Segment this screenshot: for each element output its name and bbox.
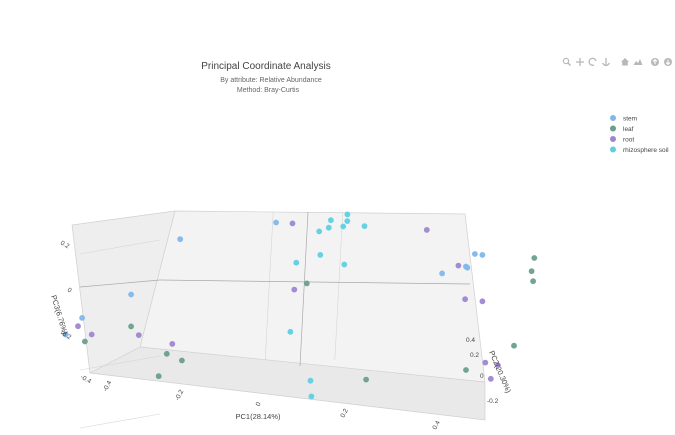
data-point-stem-1[interactable] <box>273 219 279 226</box>
zoom-in-icon[interactable] <box>651 58 659 66</box>
left-wall <box>72 211 175 373</box>
zoom-icon[interactable] <box>562 57 571 66</box>
data-point-stem-0[interactable] <box>177 236 184 243</box>
data-point-rhizosphere-soil-5[interactable] <box>344 211 351 218</box>
data-point-rhizosphere-soil-8[interactable] <box>317 252 324 258</box>
z-tick-label: -0.2 <box>59 330 73 342</box>
legend-label: leaf <box>623 126 634 133</box>
z-tick-label: 0 <box>66 287 73 295</box>
data-point-rhizosphere-soil-11[interactable] <box>307 377 314 384</box>
data-point-root-11[interactable] <box>494 362 501 368</box>
data-point-root-6[interactable] <box>423 227 430 233</box>
data-point-root-0[interactable] <box>75 323 81 330</box>
pan-icon[interactable] <box>576 58 584 66</box>
data-point-leaf-4[interactable] <box>179 357 185 364</box>
data-point-root-4[interactable] <box>289 220 296 227</box>
x-tick-label: -0.4 <box>102 379 114 393</box>
data-point-leaf-5[interactable] <box>303 280 310 287</box>
data-point-leaf-6[interactable] <box>363 376 369 383</box>
x-axis-title: PC1(28.14%) <box>235 412 281 421</box>
z-tick-label: -0.4 <box>79 374 93 386</box>
data-point-leaf-7[interactable] <box>463 367 469 373</box>
data-point-rhizosphere-soil-1[interactable] <box>325 224 332 231</box>
gridlines <box>79 211 344 429</box>
data-point-leaf-10[interactable] <box>528 268 535 275</box>
data-point-leaf-1[interactable] <box>128 323 135 330</box>
data-point-leaf-3[interactable] <box>155 373 162 380</box>
box-edges <box>71 210 486 421</box>
data-point-rhizosphere-soil-4[interactable] <box>328 217 334 224</box>
y-tick-label: 0 <box>480 373 484 380</box>
y-tick-label: -0.2 <box>487 398 499 405</box>
data-point-root-8[interactable] <box>462 296 468 303</box>
data-point-root-2[interactable] <box>135 332 142 338</box>
data-point-leaf-8[interactable] <box>511 342 517 349</box>
data-point-root-9[interactable] <box>479 298 486 305</box>
data-point-rhizosphere-soil-3[interactable] <box>344 218 351 225</box>
x-tick-label: 0.2 <box>339 407 350 419</box>
data-point-rhizosphere-soil-9[interactable] <box>341 261 348 268</box>
back-wall <box>140 211 485 382</box>
y-axis-title: PC2(20.30%) <box>487 349 513 394</box>
data-point-root-7[interactable] <box>455 262 462 269</box>
3d-scene[interactable] <box>62 210 538 429</box>
y-tick-label: 0.2 <box>470 352 479 359</box>
camera-icon[interactable] <box>633 59 643 65</box>
data-point-leaf-9[interactable] <box>531 255 538 261</box>
legend-label: rhizosphere soil <box>623 147 669 154</box>
data-point-root-10[interactable] <box>482 359 489 366</box>
data-point-stem-4[interactable] <box>62 331 69 338</box>
x-tick-label: 0.4 <box>431 419 442 431</box>
data-point-stem-6[interactable] <box>479 252 486 258</box>
data-point-root-5[interactable] <box>291 286 298 293</box>
legend-item-leaf[interactable]: leaf <box>610 125 634 133</box>
data-point-stem-2[interactable] <box>79 315 85 321</box>
legend: stem leaf root rhizosphere soil <box>610 115 669 154</box>
data-point-rhizosphere-soil-12[interactable] <box>308 393 315 400</box>
floor <box>90 347 485 420</box>
axis-zero-lines <box>79 211 471 367</box>
home-icon[interactable] <box>621 58 629 66</box>
data-point-rhizosphere-soil-10[interactable] <box>287 328 294 335</box>
turntable-rotation-icon[interactable] <box>601 58 611 67</box>
data-point-rhizosphere-soil-6[interactable] <box>361 223 368 230</box>
x-tick-label: 0 <box>255 401 263 408</box>
x-tick-label: -0.2 <box>174 388 186 402</box>
data-point-stem-5[interactable] <box>472 251 478 257</box>
z-axis-title: PC3(6.76%) <box>49 294 70 336</box>
legend-label: root <box>623 136 634 143</box>
legend-item-root[interactable]: root <box>610 136 634 143</box>
data-point-rhizosphere-soil-2[interactable] <box>340 223 347 230</box>
orbit-rotation-icon[interactable] <box>588 57 597 66</box>
legend-label: stem <box>623 115 637 122</box>
data-point-stem-3[interactable] <box>128 291 135 298</box>
data-point-leaf-2[interactable] <box>163 350 170 357</box>
chart-subtitle-line-1: By attribute: Relative Abundance <box>220 77 322 84</box>
chart-subtitle-line-2: Method: Bray-Curtis <box>237 87 300 94</box>
tick-labels: -0.4 -0.2 0 0.2 0.4 -0.2 0 0.2 0.4 0.2 0 -0.2 -0.4 <box>59 240 499 431</box>
data-point-root-1[interactable] <box>88 331 95 338</box>
data-point-leaf-0[interactable] <box>82 338 88 345</box>
data-point-stem-7[interactable] <box>464 264 471 271</box>
modebar <box>562 57 672 67</box>
legend-item-stem[interactable]: stem <box>610 115 637 122</box>
chart-title: Principal Coordinate Analysis <box>201 61 331 72</box>
data-point-stem-9[interactable] <box>439 270 445 277</box>
data-point-root-12[interactable] <box>487 375 494 382</box>
data-points <box>62 211 538 400</box>
data-point-root-3[interactable] <box>169 341 176 347</box>
zoom-out-icon[interactable] <box>664 58 672 66</box>
legend-item-rhizosphere-soil[interactable]: rhizosphere soil <box>610 146 669 154</box>
y-tick-label: 0.4 <box>466 337 475 344</box>
data-point-rhizosphere-soil-0[interactable] <box>316 228 323 235</box>
data-point-leaf-11[interactable] <box>530 278 536 285</box>
data-point-rhizosphere-soil-7[interactable] <box>293 259 300 266</box>
z-tick-label: 0.2 <box>59 240 71 251</box>
